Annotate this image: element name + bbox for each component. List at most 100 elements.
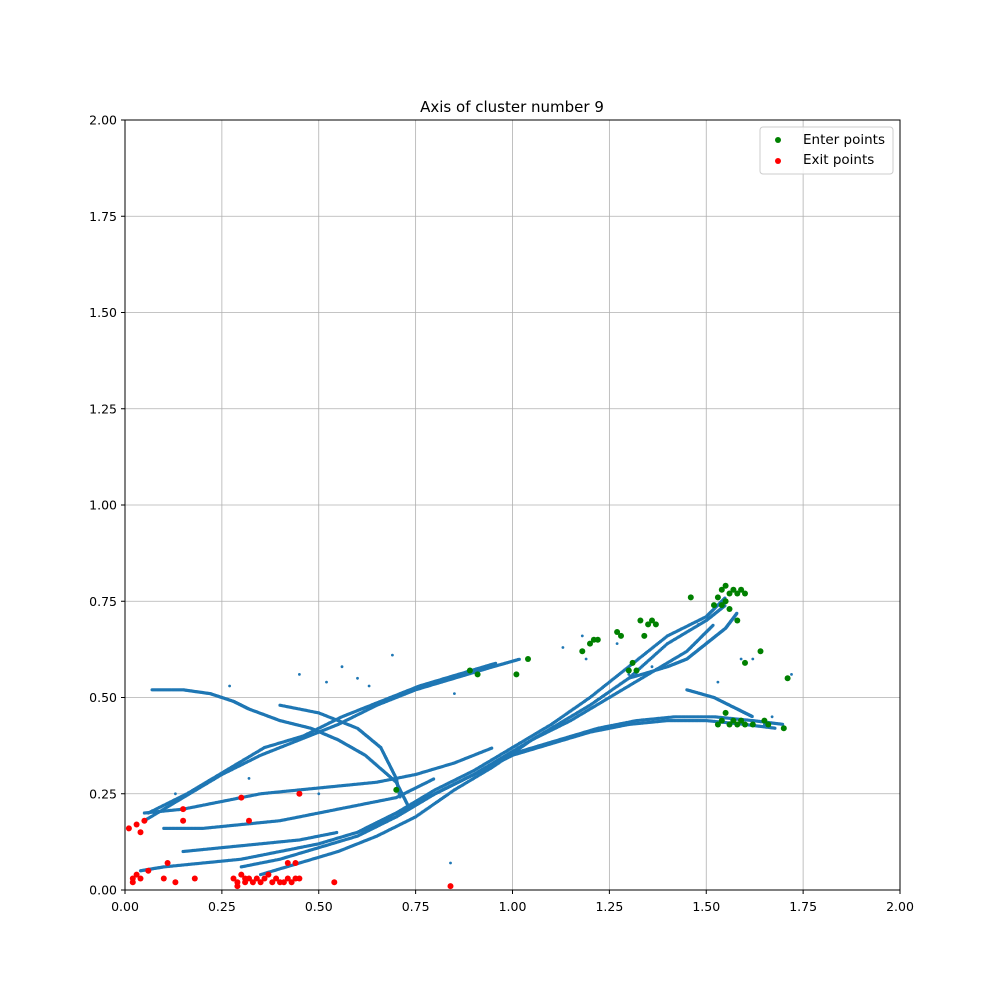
enter-point bbox=[594, 636, 601, 643]
trajectory-point bbox=[790, 673, 793, 676]
exit-point bbox=[242, 875, 249, 882]
exit-point bbox=[296, 790, 303, 797]
x-tick-label: 1.25 bbox=[595, 899, 623, 914]
trajectory-point bbox=[739, 657, 743, 661]
exit-point bbox=[133, 871, 140, 878]
exit-point bbox=[141, 817, 148, 824]
enter-point bbox=[761, 717, 768, 724]
y-tick-label: 0.50 bbox=[89, 690, 117, 705]
enter-point bbox=[734, 617, 741, 624]
exit-point bbox=[280, 879, 287, 886]
exit-point bbox=[269, 879, 276, 886]
trajectory-point bbox=[174, 792, 177, 796]
trajectory-point bbox=[627, 673, 631, 676]
legend-marker-enter bbox=[775, 137, 781, 143]
x-tick-label: 2.00 bbox=[886, 899, 914, 914]
trajectory-point bbox=[490, 746, 494, 750]
exit-point bbox=[230, 875, 237, 882]
trajectory-point bbox=[763, 723, 766, 726]
enter-point bbox=[765, 721, 772, 728]
legend-marker-exit bbox=[775, 158, 781, 164]
exit-point bbox=[160, 875, 167, 882]
exit-point bbox=[447, 883, 454, 890]
enter-point bbox=[618, 632, 624, 639]
enter-point bbox=[633, 667, 640, 674]
exit-point bbox=[238, 794, 245, 801]
exit-point bbox=[292, 860, 299, 866]
enter-point bbox=[587, 640, 593, 647]
trajectory-point bbox=[666, 661, 669, 665]
trajectory-point bbox=[561, 646, 565, 649]
trajectory-point bbox=[781, 722, 785, 726]
enter-point bbox=[742, 721, 748, 728]
axis-ticks: 0.00 0.25 0.50 0.75 1.00 1.25 1.50 1.75 2.00 0.00… bbox=[89, 113, 914, 915]
enter-point bbox=[780, 725, 787, 732]
enter-point bbox=[738, 586, 745, 593]
trajectory-point bbox=[580, 634, 584, 638]
trajectory-point bbox=[711, 623, 715, 627]
trajectory-point bbox=[247, 777, 251, 780]
enter-point bbox=[645, 621, 652, 628]
trajectory-point bbox=[750, 714, 754, 719]
trajectory-point bbox=[367, 684, 371, 688]
trajectory-point bbox=[697, 623, 700, 626]
exit-point bbox=[137, 875, 144, 882]
exit-point bbox=[253, 875, 260, 882]
legend: Enter points Exit points bbox=[759, 126, 894, 175]
exit-point bbox=[246, 817, 252, 824]
trajectory-point bbox=[770, 715, 774, 719]
exit-point bbox=[296, 875, 303, 882]
enter-point bbox=[637, 617, 644, 624]
trajectory-point bbox=[773, 726, 777, 730]
trajectory-point bbox=[615, 642, 619, 645]
enter-point bbox=[714, 721, 721, 728]
exit-point bbox=[238, 871, 245, 878]
enter-point bbox=[718, 602, 725, 609]
enter-point bbox=[711, 602, 717, 609]
exit-point bbox=[257, 879, 264, 886]
y-tick-label: 1.25 bbox=[89, 401, 117, 416]
enter-point bbox=[614, 629, 621, 635]
exit-point bbox=[284, 875, 291, 882]
enter-point bbox=[738, 717, 745, 724]
exit-point bbox=[180, 806, 187, 813]
y-tick-label: 1.50 bbox=[89, 305, 117, 320]
enter-point bbox=[730, 717, 737, 724]
trajectory-point bbox=[517, 657, 521, 661]
exit-point bbox=[172, 879, 179, 886]
enter-point bbox=[393, 786, 400, 793]
trajectory-point bbox=[228, 684, 232, 688]
enter-point bbox=[734, 721, 741, 728]
y-tick-label: 1.00 bbox=[89, 498, 117, 513]
trajectory-point bbox=[453, 692, 456, 695]
enter-point bbox=[652, 621, 659, 628]
enter-point bbox=[726, 606, 733, 612]
legend-box bbox=[759, 126, 894, 175]
trajectory-point bbox=[584, 657, 588, 661]
enter-point bbox=[726, 721, 733, 728]
trajectory-point bbox=[335, 830, 339, 835]
enter-point bbox=[649, 617, 655, 624]
enter-point bbox=[730, 586, 737, 593]
grid-lines bbox=[124, 119, 901, 891]
x-tick-label: 0.00 bbox=[111, 899, 139, 914]
y-tick-label: 0.25 bbox=[89, 786, 117, 801]
trajectory-point bbox=[735, 611, 739, 616]
legend-label-exit: Exit points bbox=[803, 152, 874, 168]
exit-point bbox=[191, 875, 198, 882]
exit-point bbox=[261, 875, 268, 882]
trajectory-point bbox=[751, 657, 755, 661]
y-tick-label: 0.75 bbox=[89, 594, 117, 609]
trajectory-point bbox=[635, 673, 638, 676]
enter-point bbox=[525, 656, 531, 662]
enter-point bbox=[718, 717, 725, 724]
plot-area bbox=[125, 582, 793, 890]
x-tick-label: 1.75 bbox=[789, 899, 817, 914]
y-tick-label: 0.00 bbox=[89, 883, 117, 898]
trajectory-point bbox=[298, 673, 301, 676]
enter-point bbox=[513, 671, 520, 678]
exit-point bbox=[133, 821, 140, 828]
exit-point bbox=[234, 883, 241, 890]
exit-point bbox=[288, 879, 295, 886]
